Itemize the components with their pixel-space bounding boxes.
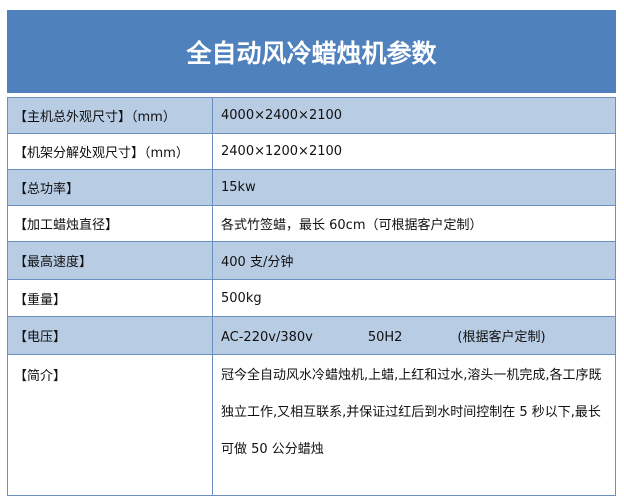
voltage-note: (根据客户定制) bbox=[457, 330, 546, 345]
spec-value: 15kw bbox=[212, 169, 616, 206]
spec-label: 【电压】 bbox=[7, 316, 213, 355]
spec-label: 【最高速度】 bbox=[7, 241, 213, 280]
spec-value: AC-220v/380v 50H2 (根据客户定制) bbox=[212, 316, 616, 355]
table-row: 【加工蜡烛直径】 各式竹签蜡，最长 60cm（可根据客户定制） bbox=[7, 205, 616, 242]
voltage-value: AC-220v/380v bbox=[221, 330, 313, 345]
spec-label: 【加工蜡烛直径】 bbox=[7, 205, 213, 242]
table-row: 【简介】 冠今全自动风水冷蜡烛机,上蜡,上红和过水,溶头一机完成,各工序既独立工作… bbox=[7, 354, 616, 496]
table-row: 【电压】 AC-220v/380v 50H2 (根据客户定制) bbox=[7, 316, 616, 355]
table-row: 【最高速度】 400 支/分钟 bbox=[7, 241, 616, 280]
table-row: 【主机总外观尺寸】（mm） 4000×2400×2100 bbox=[7, 97, 616, 134]
spec-label: 【重量】 bbox=[7, 279, 213, 317]
spec-label: 【机架分解处观尺寸】（mm） bbox=[7, 133, 213, 170]
table-row: 【总功率】 15kw bbox=[7, 169, 616, 206]
spec-value: 各式竹签蜡，最长 60cm（可根据客户定制） bbox=[212, 205, 616, 242]
spec-value: 500kg bbox=[212, 279, 616, 317]
spec-label: 【简介】 bbox=[7, 354, 213, 496]
spec-label: 【主机总外观尺寸】（mm） bbox=[7, 97, 213, 134]
frequency-value: 50H2 bbox=[367, 330, 403, 345]
table-row: 【机架分解处观尺寸】（mm） 2400×1200×2100 bbox=[7, 133, 616, 170]
spec-label: 【总功率】 bbox=[7, 169, 213, 206]
spec-table: 【主机总外观尺寸】（mm） 4000×2400×2100 【机架分解处观尺寸】（m… bbox=[7, 97, 616, 496]
table-row: 【重量】 500kg bbox=[7, 279, 616, 317]
spec-value: 4000×2400×2100 bbox=[212, 97, 616, 134]
page-title: 全自动风冷蜡烛机参数 bbox=[7, 10, 616, 93]
spec-value: 400 支/分钟 bbox=[212, 241, 616, 280]
intro-text: 冠今全自动风水冷蜡烛机,上蜡,上红和过水,溶头一机完成,各工序既独立工作,又相互… bbox=[221, 368, 602, 457]
spec-value: 2400×1200×2100 bbox=[212, 133, 616, 170]
